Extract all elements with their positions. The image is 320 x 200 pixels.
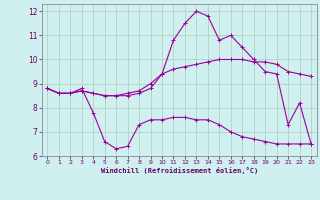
X-axis label: Windchill (Refroidissement éolien,°C): Windchill (Refroidissement éolien,°C) (100, 167, 258, 174)
